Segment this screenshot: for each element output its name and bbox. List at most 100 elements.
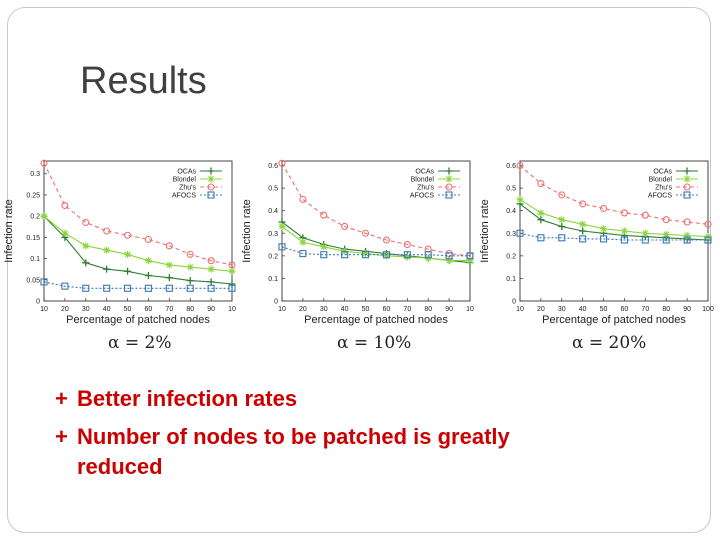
x-tick-label: 20 (61, 306, 69, 313)
point-marker (662, 216, 670, 224)
caption-alpha-20: α = 20% (572, 333, 647, 353)
point-marker (537, 180, 545, 188)
chart-alpha-20: 0 0.1 0.2 0.3 0.4 0.5 0.6 10 20 30 40 50 60 70 80 90 100… (476, 155, 716, 335)
bullet-1: + Better infection rates (55, 386, 297, 412)
y-tick-label: 0.05 (26, 277, 40, 284)
series-line (281, 226, 470, 261)
point-marker (424, 251, 432, 259)
point-marker (600, 204, 608, 212)
y-tick-label: 0.2 (30, 214, 40, 221)
point-marker (382, 252, 390, 260)
point-marker (341, 251, 349, 259)
x-tick-label: 70 (403, 306, 411, 313)
x-tick-label: 30 (82, 306, 90, 313)
point-marker (620, 209, 628, 217)
point-marker (683, 232, 691, 240)
point-marker (207, 257, 215, 265)
point-marker (683, 236, 691, 244)
x-tick-label: 70 (165, 306, 173, 313)
y-tick-label: 0.6 (506, 163, 516, 170)
series-ocas (40, 212, 236, 288)
series-line (43, 162, 233, 266)
caption-alpha-2: α = 2% (108, 333, 172, 353)
y-tick-label: 0.4 (268, 208, 278, 215)
point-marker (516, 229, 524, 237)
point-marker (662, 230, 670, 238)
series-blondel (516, 195, 712, 241)
x-tick-label: 50 (600, 306, 608, 313)
point-marker (61, 282, 69, 290)
point-marker (103, 265, 111, 273)
point-marker (704, 236, 712, 244)
point-marker (537, 209, 545, 217)
point-marker (228, 267, 236, 275)
y-tick-label: 0.25 (26, 192, 40, 199)
y-tick-label: 0 (512, 299, 516, 306)
chart-svg: 0 0.1 0.2 0.3 0.4 0.5 0.6 10 20 30 40 50 60 70 80 90 10 P… (241, 159, 474, 326)
point-marker (186, 263, 194, 271)
point-marker (40, 159, 48, 167)
point-marker (704, 220, 712, 228)
legend-label: AFOCS (410, 193, 434, 200)
point-marker (103, 246, 111, 254)
bullet-marker: + (55, 386, 68, 411)
y-tick-label: 0.3 (268, 231, 278, 238)
legend-label: OCAs (177, 169, 196, 176)
x-tick-label: 80 (186, 306, 194, 313)
chart-alpha-10: 0 0.1 0.2 0.3 0.4 0.5 0.6 10 20 30 40 50 60 70 80 90 10 P… (238, 155, 478, 335)
point-marker (228, 284, 236, 292)
point-marker (516, 161, 524, 170)
y-axis-label: Infection rate (479, 199, 491, 263)
x-tick-label: 70 (641, 306, 649, 313)
series-blondel (40, 212, 236, 275)
point-marker (403, 240, 411, 249)
caption-alpha-10: α = 10% (337, 333, 412, 353)
x-axis-label: Percentage of patched nodes (66, 314, 210, 326)
point-marker (124, 284, 132, 292)
y-tick-label: 0.3 (30, 171, 40, 178)
x-axis-label: Percentage of patched nodes (304, 314, 448, 326)
y-axis-label: Infection rate (3, 199, 15, 263)
point-marker (579, 235, 587, 243)
series-zhus (516, 161, 712, 228)
series-line (43, 215, 233, 285)
point-marker (103, 227, 111, 235)
x-axis-label: Percentage of patched nodes (542, 314, 686, 326)
y-tick-label: 0.5 (268, 186, 278, 193)
legend-label: Zhu's (179, 185, 196, 192)
x-tick-label: 50 (362, 306, 370, 313)
series-line (43, 281, 232, 289)
point-marker (165, 274, 173, 282)
point-marker (278, 243, 286, 251)
slide-frame (7, 7, 711, 533)
point-marker (683, 167, 691, 175)
point-marker (82, 259, 90, 267)
series-line (519, 165, 709, 225)
series-ocas (278, 218, 474, 267)
y-tick-label: 0.2 (506, 253, 516, 260)
x-tick-label: 30 (320, 306, 328, 313)
point-marker (40, 278, 48, 286)
point-marker (82, 242, 90, 250)
y-tick-label: 0.15 (26, 235, 40, 242)
x-tick-label: 40 (341, 306, 349, 313)
point-marker (186, 250, 194, 258)
series-afocs (40, 278, 236, 292)
point-marker (683, 218, 691, 226)
series-afocs (278, 243, 474, 260)
point-marker (165, 242, 173, 250)
y-axis-label: Infection rate (241, 199, 253, 263)
legend-label: AFOCS (648, 193, 672, 200)
series-line (281, 246, 470, 257)
x-tick-label: 40 (103, 306, 111, 313)
point-marker (61, 229, 69, 237)
point-marker (362, 250, 370, 258)
point-marker (620, 236, 628, 244)
point-marker (299, 238, 307, 246)
series-zhus (40, 159, 236, 269)
slide-title: Results (80, 60, 207, 102)
point-marker (403, 253, 411, 261)
legend-label: OCAs (653, 169, 672, 176)
point-marker (683, 183, 691, 191)
x-tick-label: 60 (383, 306, 391, 313)
